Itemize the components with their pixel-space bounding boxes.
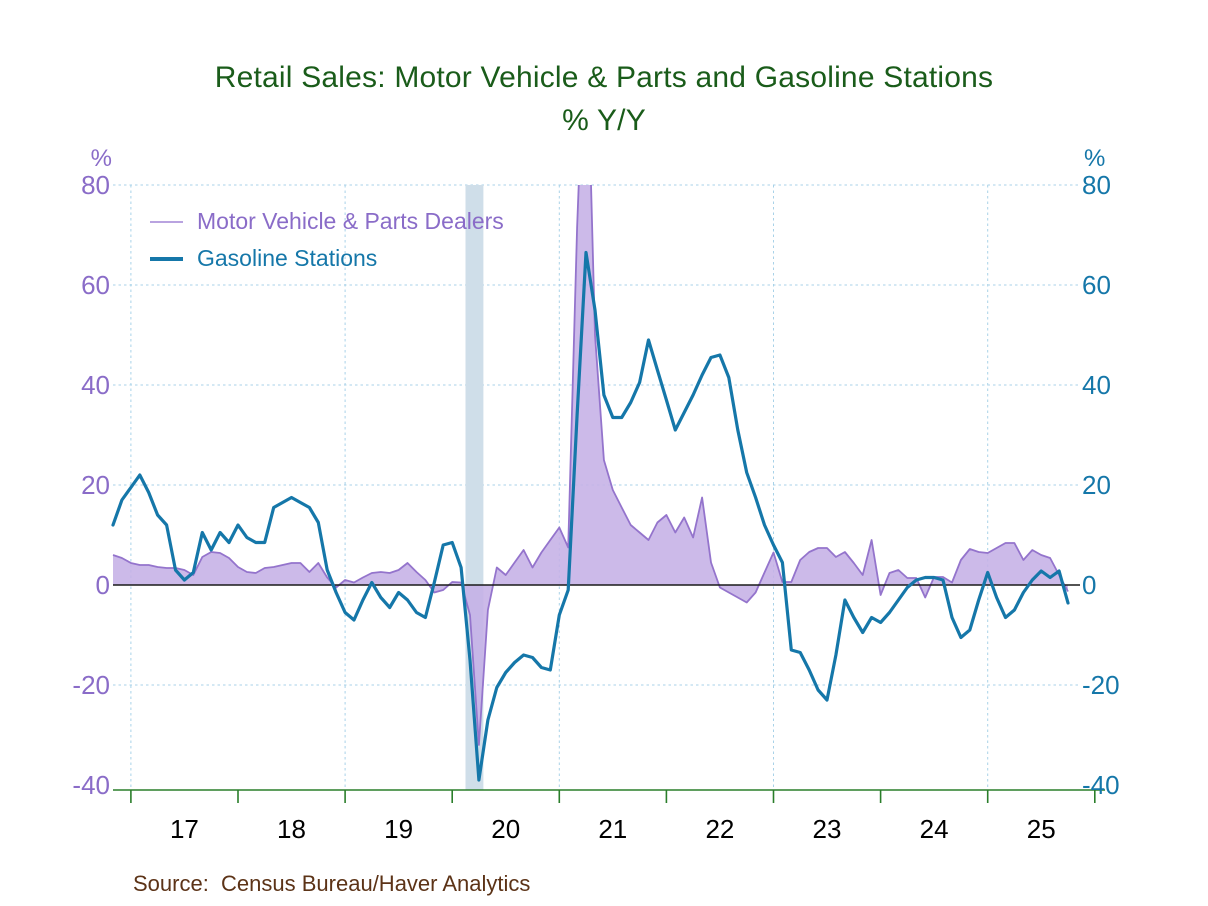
x-tick-label-19: 19 xyxy=(384,814,413,844)
legend: Motor Vehicle & Parts Dealers Gasoline S… xyxy=(150,203,504,277)
gasoline-line-swatch xyxy=(150,256,183,261)
y-tick-right--20: -20 xyxy=(1082,670,1120,700)
motor-vehicle-boundary-line xyxy=(112,185,1069,746)
motor-vehicle-line-swatch xyxy=(150,220,183,223)
x-tick-label-25: 25 xyxy=(1027,814,1056,844)
motor-vehicle-area xyxy=(113,185,1068,745)
x-tick-label-23: 23 xyxy=(813,814,842,844)
legend-label-motor-vehicle: Motor Vehicle & Parts Dealers xyxy=(197,208,504,234)
x-tick-label-21: 21 xyxy=(598,814,627,844)
x-tick-label-17: 17 xyxy=(170,814,199,844)
x-tick-label-22: 22 xyxy=(705,814,734,844)
y-tick-right-0: 0 xyxy=(1082,570,1096,600)
gasoline-line xyxy=(111,250,1070,782)
y-tick-left--40: -40 xyxy=(72,770,110,800)
chart-subtitle: % Y/Y xyxy=(562,104,646,137)
legend-item-motor-vehicle: Motor Vehicle & Parts Dealers xyxy=(150,203,504,240)
source-note: Source: Census Bureau/Haver Analytics xyxy=(133,871,531,896)
y-tick-left-20: 20 xyxy=(81,470,110,500)
legend-item-gasoline: Gasoline Stations xyxy=(150,240,504,277)
y-tick-left-60: 60 xyxy=(81,270,110,300)
left-axis-unit: % xyxy=(91,145,112,172)
x-tick-label-18: 18 xyxy=(277,814,306,844)
y-tick-left-0: 0 xyxy=(96,570,110,600)
x-tick-label-24: 24 xyxy=(920,814,949,844)
chart-title-block: Retail Sales: Motor Vehicle & Parts and … xyxy=(0,56,1208,142)
x-tick-label-20: 20 xyxy=(491,814,520,844)
y-tick-left-40: 40 xyxy=(81,370,110,400)
y-tick-right-60: 60 xyxy=(1082,270,1111,300)
y-tick-right-40: 40 xyxy=(1082,370,1111,400)
right-axis-unit: % xyxy=(1084,145,1105,172)
y-tick-right--40: -40 xyxy=(1082,770,1120,800)
y-tick-right-80: 80 xyxy=(1082,170,1111,200)
y-tick-left--20: -20 xyxy=(72,670,110,700)
chart-title: Retail Sales: Motor Vehicle & Parts and … xyxy=(214,61,994,94)
y-tick-left-80: 80 xyxy=(81,170,110,200)
y-tick-right-20: 20 xyxy=(1082,470,1111,500)
legend-label-gasoline: Gasoline Stations xyxy=(197,245,378,271)
